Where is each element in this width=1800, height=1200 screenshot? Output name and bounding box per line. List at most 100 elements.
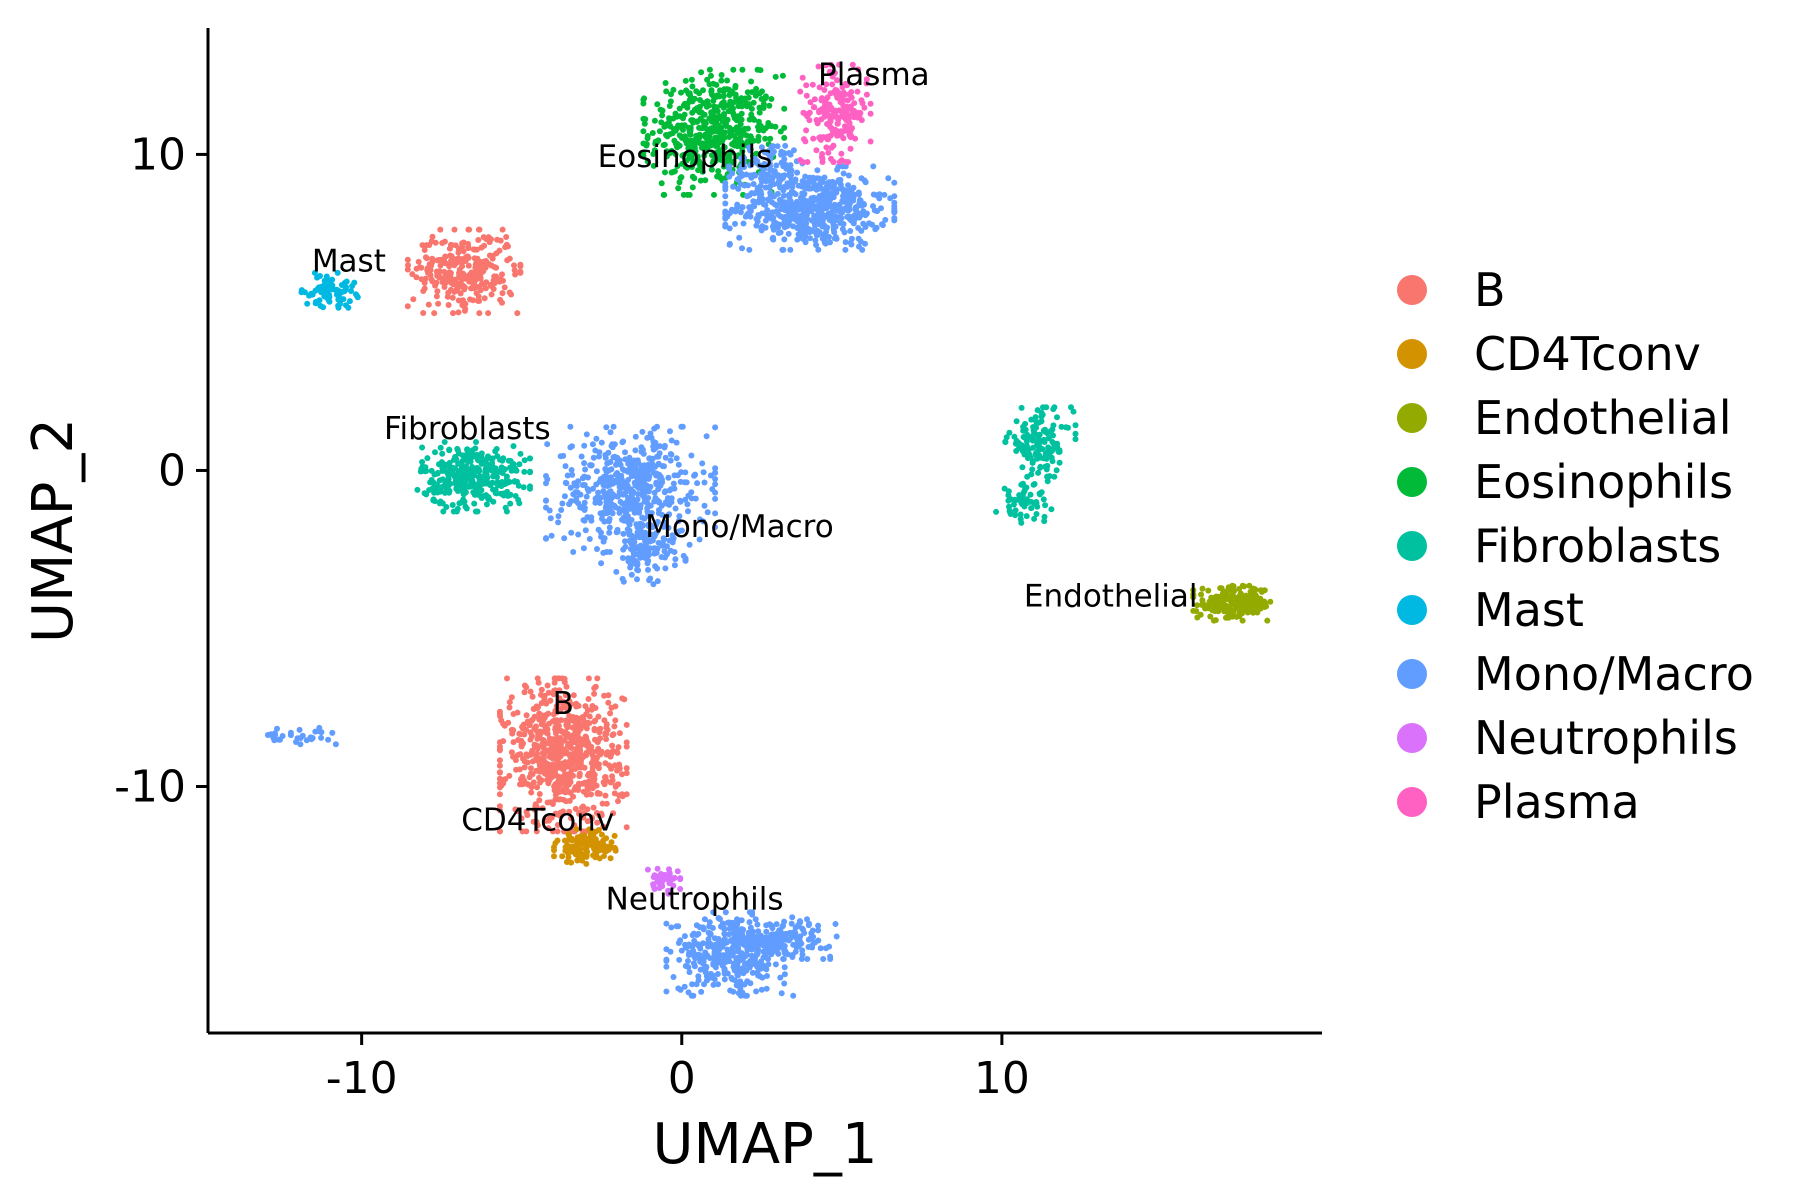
data-point (779, 944, 786, 950)
data-point (318, 734, 325, 741)
data-point (600, 549, 607, 556)
data-point (858, 202, 865, 209)
data-point (782, 207, 788, 214)
data-point (802, 239, 809, 246)
data-point (454, 488, 461, 494)
data-point (338, 289, 345, 296)
data-point (718, 77, 725, 84)
data-point (1207, 613, 1214, 620)
data-point (826, 197, 833, 204)
data-point (735, 965, 741, 972)
data-point (811, 104, 818, 111)
data-point (671, 137, 678, 144)
data-point (749, 969, 756, 976)
data-point (606, 529, 613, 536)
data-point (570, 549, 577, 555)
data-point (622, 456, 629, 463)
data-point (648, 531, 655, 538)
data-point (766, 921, 773, 928)
data-point (619, 575, 626, 582)
data-point (823, 81, 830, 88)
data-point (421, 247, 428, 253)
data-point (867, 100, 874, 107)
data-point (827, 953, 834, 960)
data-point (580, 474, 587, 481)
data-point (583, 791, 590, 798)
data-point (1234, 603, 1241, 609)
data-point (1237, 590, 1244, 597)
data-point (855, 66, 862, 73)
data-point (665, 474, 672, 481)
data-point (654, 865, 661, 872)
data-point (658, 119, 665, 126)
data-point (552, 768, 558, 775)
data-point (490, 277, 497, 284)
data-point (659, 112, 666, 119)
data-point (535, 732, 542, 739)
data-point (596, 499, 603, 506)
data-point (677, 498, 684, 505)
data-point (404, 303, 411, 310)
data-point (733, 136, 740, 143)
data-point (529, 693, 536, 700)
data-point (566, 797, 573, 804)
data-point (598, 533, 605, 540)
data-point (712, 495, 719, 502)
data-point (774, 143, 781, 150)
data-point (680, 191, 687, 198)
cluster-label: Mono/Macro (645, 509, 834, 545)
data-point (787, 935, 794, 942)
data-point (452, 453, 459, 460)
data-point (682, 496, 689, 503)
data-point (567, 757, 574, 764)
data-point (1053, 467, 1060, 474)
data-point (616, 730, 623, 737)
data-point (781, 964, 788, 971)
data-point (724, 77, 731, 84)
data-point (689, 981, 696, 988)
data-point (730, 960, 737, 967)
data-point (548, 736, 555, 743)
data-point (570, 692, 577, 699)
data-point (799, 178, 806, 185)
data-point (772, 123, 779, 130)
data-point (1058, 423, 1065, 430)
data-point (593, 435, 600, 442)
data-point (826, 179, 833, 186)
data-point (607, 855, 614, 862)
cluster-label: B (553, 686, 574, 722)
data-point (780, 955, 787, 962)
data-point (721, 86, 728, 93)
data-point (827, 239, 833, 246)
data-point (632, 507, 639, 514)
data-point (747, 147, 753, 154)
data-point (696, 109, 703, 116)
data-point (726, 154, 733, 161)
data-point (722, 208, 729, 215)
data-point (287, 729, 294, 736)
data-point (689, 173, 696, 180)
data-point (581, 442, 588, 449)
data-point (712, 476, 719, 482)
data-point (512, 271, 519, 278)
data-point (689, 83, 696, 90)
data-point (460, 496, 467, 503)
data-point (568, 529, 575, 536)
data-point (683, 157, 690, 164)
data-point (662, 875, 668, 882)
data-point (668, 924, 675, 931)
data-point (652, 439, 659, 446)
data-point (1072, 422, 1079, 429)
data-point (756, 109, 763, 116)
data-point (562, 479, 569, 486)
data-point (560, 766, 567, 773)
data-point (740, 969, 747, 976)
data-point (767, 948, 774, 955)
data-point (432, 449, 438, 456)
data-point (668, 451, 675, 458)
data-point (803, 127, 810, 134)
data-point (517, 268, 524, 275)
data-point (550, 711, 557, 718)
data-point (486, 239, 493, 246)
data-point (712, 510, 719, 517)
